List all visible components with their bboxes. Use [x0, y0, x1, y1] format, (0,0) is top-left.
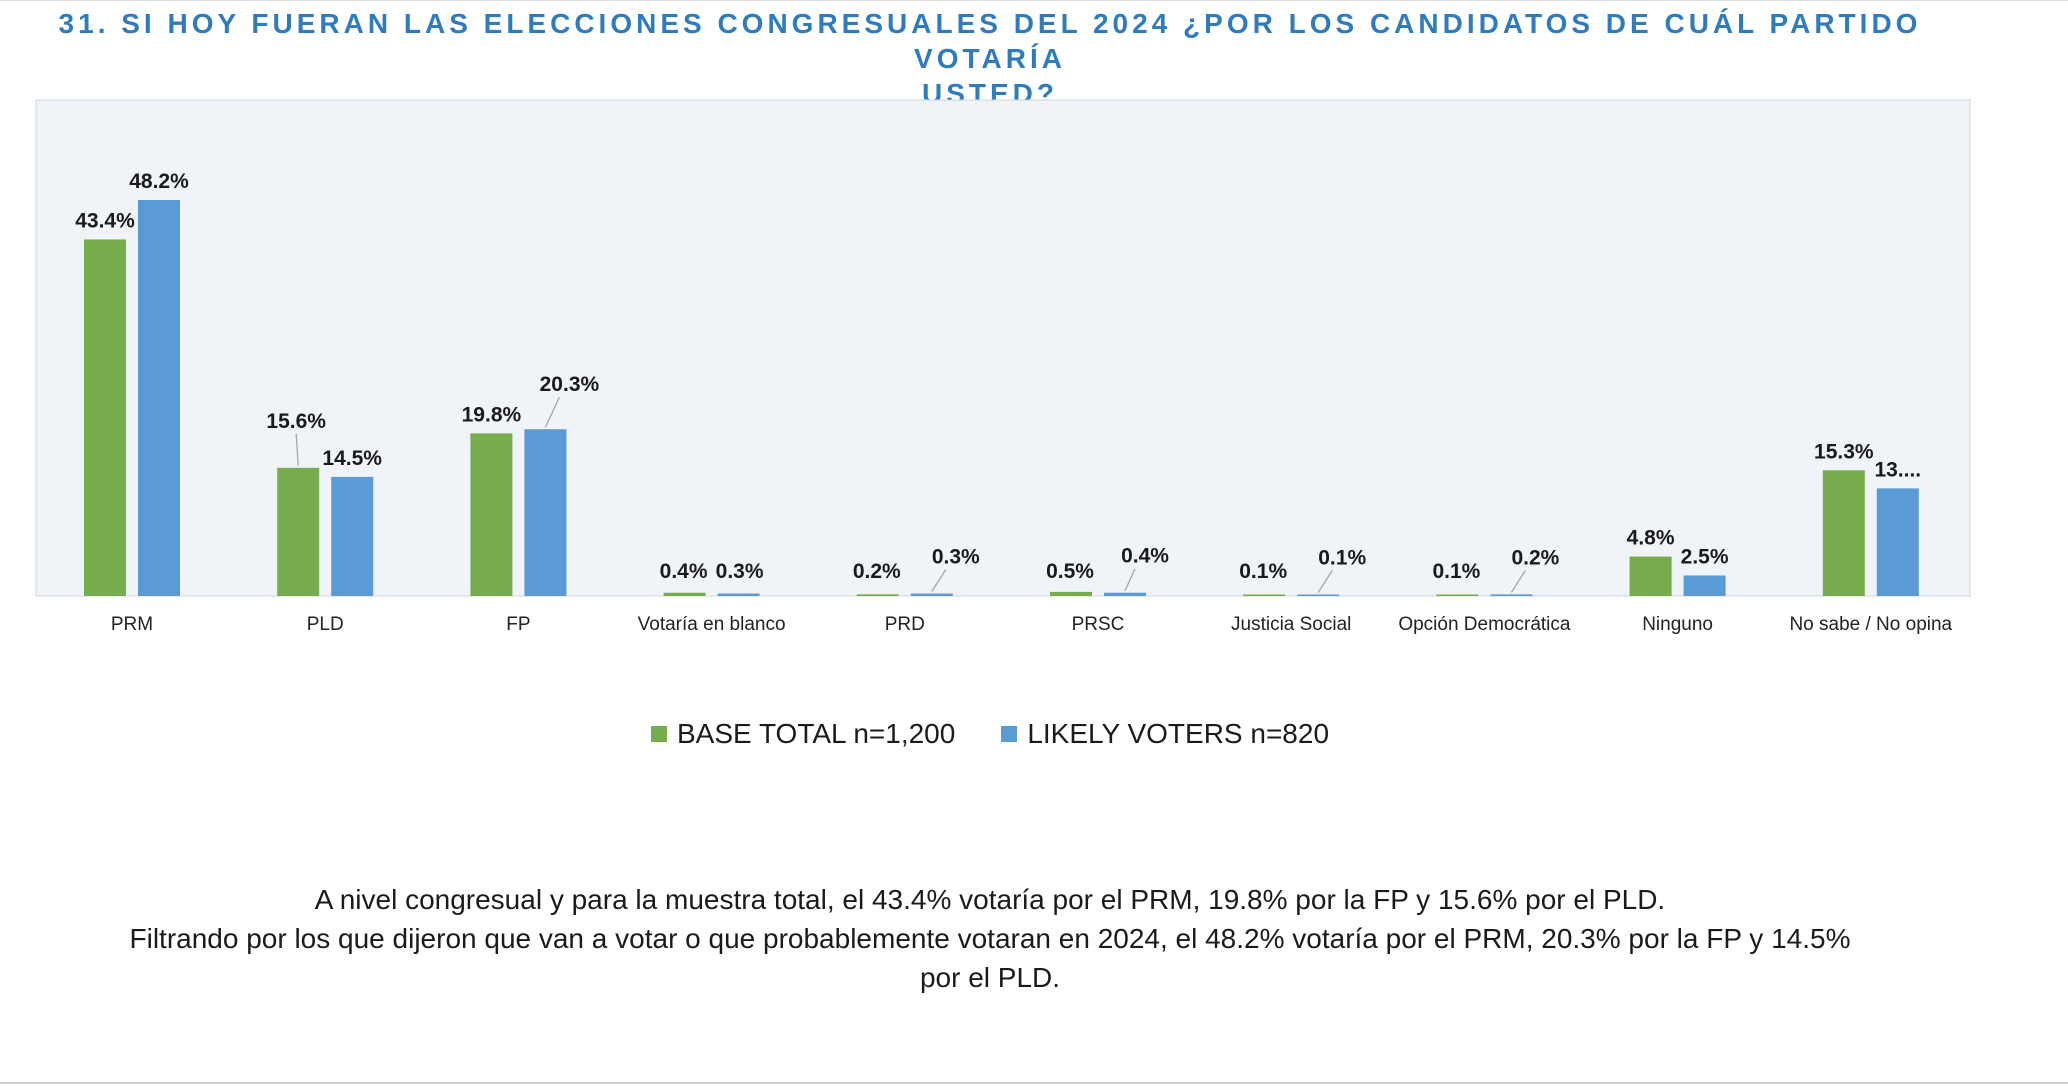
legend-item-base-total: BASE TOTAL n=1,200 [650, 718, 956, 750]
category-label-opcion-democratica: Opción Democrática [1398, 614, 1571, 635]
bar-base-total-no-sabe-no-opina [1822, 470, 1865, 596]
leader-line-likely-voters-prd [931, 569, 947, 592]
category-label-pld: PLD [307, 614, 344, 635]
legend-label-likely-voters: LIKELY VOTERS n=820 [1027, 718, 1330, 749]
bar-base-total-prd [856, 594, 899, 596]
category-label-ninguno: Ninguno [1642, 614, 1713, 635]
bar-likely-voters-votaria-en-blanco [717, 593, 760, 596]
bar-base-total-votaria-en-blanco [663, 592, 706, 596]
summary-note: A nivel congresual y para la muestra tot… [30, 880, 1950, 997]
plot-area [35, 99, 1971, 597]
leader-line-likely-voters-prsc [1124, 568, 1136, 591]
data-label-likely-voters-no-sabe-no-opina: 13.... [1874, 458, 1921, 481]
bar-base-total-justicia-social [1243, 594, 1286, 596]
category-label-prsc: PRSC [1072, 614, 1125, 635]
data-label-base-total-prm: 43.4% [75, 209, 135, 232]
data-label-base-total-pld: 15.6% [266, 410, 326, 433]
bar-base-total-prm [84, 239, 126, 597]
bar-base-total-ninguno [1629, 556, 1672, 596]
bar-base-total-opcion-democratica [1436, 594, 1479, 596]
data-label-base-total-justicia-social: 0.1% [1239, 560, 1287, 583]
data-label-base-total-ninguno: 4.8% [1627, 527, 1675, 550]
data-label-likely-voters-prsc: 0.4% [1121, 545, 1169, 568]
bar-likely-voters-fp [524, 429, 567, 596]
category-label-no-sabe-no-opina: No sabe / No opina [1789, 614, 1952, 635]
bar-likely-voters-prd [910, 593, 953, 596]
bar-likely-voters-prm [138, 200, 180, 596]
category-label-prm: PRM [111, 614, 153, 635]
category-label-fp: FP [506, 614, 530, 635]
data-label-base-total-fp: 19.8% [462, 403, 522, 426]
leader-line-likely-voters-fp [544, 396, 560, 428]
category-label-prd: PRD [885, 614, 925, 635]
data-label-likely-voters-votaria-en-blanco: 0.3% [716, 560, 764, 583]
legend: BASE TOTAL n=1,200 LIKELY VOTERS n=820 [0, 718, 1980, 750]
chart-title: 31. SI HOY FUERAN LAS ELECCIONES CONGRES… [0, 6, 1980, 111]
bar-chart: 43.4% 48.2% 15.6% 14.5% 19.8% 20.3% 0.4% 0.3% 0.… [35, 99, 1971, 635]
bar-likely-voters-justicia-social [1297, 594, 1340, 596]
data-label-base-total-no-sabe-no-opina: 15.3% [1814, 440, 1874, 463]
top-border-line [0, 0, 2068, 1]
bars-layer [84, 200, 1919, 597]
legend-swatch-base-total [650, 726, 667, 742]
category-label-votaria-en-blanco: Votaría en blanco [638, 614, 786, 635]
legend-label-base-total: BASE TOTAL n=1,200 [676, 718, 956, 749]
bar-base-total-prsc [1050, 591, 1092, 596]
leader-line-likely-voters-justicia-social [1317, 570, 1333, 593]
category-labels-layer: PRM PLD FP Votaría en blanco PRD PRSC Justicia… [111, 614, 1953, 635]
data-label-likely-voters-ninguno: 2.5% [1681, 545, 1729, 568]
data-label-likely-voters-pld: 14.5% [322, 447, 382, 470]
data-label-base-total-votaria-en-blanco: 0.4% [660, 560, 708, 583]
data-label-likely-voters-prm: 48.2% [129, 170, 189, 193]
bar-likely-voters-opcion-democratica [1490, 594, 1533, 596]
bottom-border-line [0, 1082, 2068, 1084]
summary-note-line-3: por el PLD. [919, 962, 1061, 993]
bar-likely-voters-ninguno [1683, 575, 1726, 596]
bar-base-total-fp [470, 433, 513, 596]
data-label-base-total-prd: 0.2% [853, 560, 901, 583]
legend-swatch-likely-voters [1001, 726, 1018, 742]
bar-likely-voters-no-sabe-no-opina [1876, 488, 1919, 596]
bar-likely-voters-prsc [1104, 592, 1146, 596]
summary-note-line-2: Filtrando por los que dijeron que van a … [129, 923, 1851, 954]
leader-line-base-total-pld [295, 433, 299, 466]
leader-line-likely-voters-opcion-democratica [1510, 570, 1526, 593]
data-label-likely-voters-prd: 0.3% [932, 546, 980, 569]
category-label-justicia-social: Justicia Social [1231, 614, 1351, 635]
data-label-base-total-prsc: 0.5% [1046, 560, 1094, 583]
data-labels-layer: 43.4% 48.2% 15.6% 14.5% 19.8% 20.3% 0.4% 0.3% 0.… [75, 170, 1921, 583]
leader-lines-layer [295, 396, 1526, 593]
bar-base-total-pld [277, 467, 320, 596]
bar-likely-voters-pld [331, 476, 374, 596]
chart-title-line-1: 31. SI HOY FUERAN LAS ELECCIONES CONGRES… [58, 8, 1922, 74]
data-label-likely-voters-justicia-social: 0.1% [1318, 547, 1366, 570]
data-label-likely-voters-opcion-democratica: 0.2% [1511, 546, 1559, 569]
summary-note-line-1: A nivel congresual y para la muestra tot… [314, 884, 1666, 915]
data-label-base-total-opcion-democratica: 0.1% [1432, 560, 1480, 583]
legend-item-likely-voters: LIKELY VOTERS n=820 [1001, 718, 1329, 750]
data-label-likely-voters-fp: 20.3% [540, 373, 600, 396]
